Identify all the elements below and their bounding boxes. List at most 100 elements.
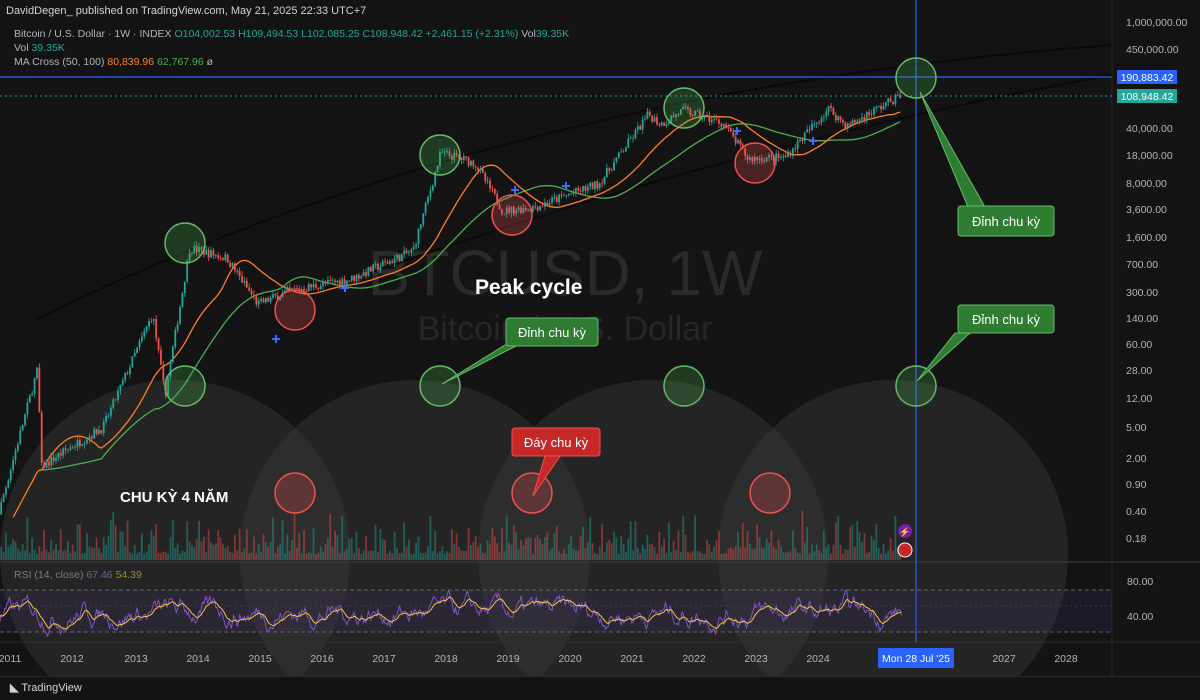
volume-bar bbox=[682, 516, 685, 560]
volume-bar bbox=[133, 544, 136, 560]
candle-body bbox=[222, 258, 224, 261]
cycle-circle-1 bbox=[0, 380, 350, 676]
volume-bar bbox=[143, 553, 146, 560]
vol-legend[interactable]: Vol 39.35K bbox=[14, 42, 65, 54]
candle-body bbox=[448, 151, 451, 156]
volume-bar bbox=[586, 542, 589, 560]
volume-bar bbox=[636, 547, 639, 560]
ma-fast-line[interactable] bbox=[12, 111, 901, 518]
tradingview-logo[interactable]: ◣ TradingView bbox=[10, 682, 82, 694]
volume-bar bbox=[310, 553, 313, 560]
volume-bar bbox=[245, 529, 248, 560]
price-tick: 1,600.00 bbox=[1126, 232, 1167, 244]
candle-body bbox=[782, 155, 785, 158]
candle-body bbox=[472, 160, 475, 167]
price-axis[interactable]: 1,000,000.00 450,000.00 40,000.00 18,000.00… bbox=[1126, 17, 1187, 545]
candle-body bbox=[892, 101, 894, 105]
candle-body bbox=[424, 202, 427, 214]
volume-bar bbox=[842, 553, 844, 560]
volume-bar bbox=[605, 542, 608, 560]
rsi-legend[interactable]: RSI (14, close) 67.46 54.39 bbox=[14, 569, 142, 581]
candle-body bbox=[896, 94, 899, 96]
price-chart[interactable]: BTCUSD, 1W Bitcoin / U.S. Dollar bbox=[0, 0, 1200, 676]
candle-body bbox=[210, 250, 212, 258]
bottom-circle[interactable] bbox=[749, 472, 791, 514]
callout-peak-2025-upper[interactable]: Đỉnh chu kỳ bbox=[919, 91, 1055, 237]
candle-body bbox=[415, 244, 417, 247]
volume-bar bbox=[45, 549, 48, 560]
peak-circle[interactable] bbox=[164, 365, 206, 407]
peak-circle[interactable] bbox=[663, 365, 705, 407]
volume-bar bbox=[341, 516, 344, 560]
volume-bar bbox=[369, 550, 372, 560]
candle-body bbox=[160, 349, 162, 365]
us-flag-icon[interactable] bbox=[897, 542, 913, 558]
peak-circle[interactable] bbox=[164, 222, 206, 264]
peak-circle[interactable] bbox=[663, 87, 705, 129]
ma-slow-value: 62,767.96 bbox=[157, 56, 204, 68]
candle-body bbox=[150, 320, 153, 322]
volume-bar bbox=[465, 550, 468, 560]
bottom-markers bbox=[274, 142, 791, 514]
bottom-circle[interactable] bbox=[274, 472, 316, 514]
price-tick: 300.00 bbox=[1126, 287, 1158, 299]
ma-slow-line[interactable] bbox=[41, 121, 901, 471]
peak-circle[interactable] bbox=[419, 365, 461, 407]
candle-body bbox=[343, 279, 346, 285]
lower-channel-line[interactable] bbox=[294, 74, 1113, 301]
peak-circle[interactable] bbox=[419, 134, 461, 176]
volume-bar bbox=[67, 540, 69, 560]
bottom-circle[interactable] bbox=[511, 472, 553, 514]
candle-body bbox=[882, 106, 885, 110]
peak-circle[interactable] bbox=[895, 57, 937, 99]
volume-bar bbox=[253, 536, 255, 560]
candle-body bbox=[329, 279, 332, 281]
volume-bar bbox=[326, 538, 329, 560]
volume-bar bbox=[725, 553, 727, 560]
candle-body bbox=[751, 157, 754, 162]
volume-bar bbox=[741, 522, 744, 560]
symbol-name[interactable]: Bitcoin / U.S. Dollar · 1W · INDEX bbox=[14, 28, 172, 40]
volume-bar bbox=[338, 553, 341, 560]
volume-bar bbox=[715, 540, 718, 560]
callout-peak-2025-lower[interactable]: Đỉnh chu kỳ bbox=[916, 304, 1055, 382]
candle-body bbox=[832, 107, 835, 115]
candle-body bbox=[341, 279, 344, 286]
candle-body bbox=[636, 126, 639, 130]
candle-body bbox=[787, 152, 789, 157]
time-axis[interactable]: 2011 2012 2013 2014 2015 2016 2017 2018 2019 2020… bbox=[0, 653, 1078, 665]
candle-body bbox=[336, 280, 339, 283]
bottom-circle[interactable] bbox=[734, 142, 776, 184]
peak-circle[interactable] bbox=[895, 365, 937, 407]
volume-bar bbox=[563, 548, 565, 560]
volume-bar bbox=[274, 553, 277, 560]
callout-bottom-2019[interactable]: Đáy chu kỳ bbox=[511, 427, 601, 497]
candle-body bbox=[734, 136, 737, 144]
volume-bar bbox=[491, 528, 494, 560]
bottom-circle[interactable] bbox=[491, 194, 533, 236]
lightning-icon[interactable] bbox=[898, 524, 912, 538]
cycle-circle-4 bbox=[718, 380, 1068, 676]
ma-legend[interactable]: MA Cross (50, 100) 80,839.96 62,767.96 ø bbox=[14, 56, 213, 68]
volume-bar bbox=[691, 551, 694, 560]
candle-body bbox=[698, 110, 701, 119]
candle-body bbox=[88, 436, 91, 440]
rsi-label: RSI (14, close) bbox=[14, 569, 84, 581]
candle-body bbox=[381, 261, 384, 267]
upper-channel-line[interactable] bbox=[34, 44, 1113, 321]
bottom-circle[interactable] bbox=[274, 289, 316, 331]
callout-peak-2017[interactable]: Đỉnh chu kỳ bbox=[441, 317, 599, 385]
rsi-tick-40: 40.00 bbox=[1127, 611, 1153, 623]
candle-body bbox=[760, 158, 763, 162]
candle-body bbox=[43, 462, 45, 468]
volume-bar bbox=[582, 526, 584, 560]
candle-body bbox=[629, 138, 632, 140]
volume-bar bbox=[74, 551, 76, 560]
candle-body bbox=[367, 267, 370, 276]
volume-bar bbox=[870, 536, 873, 560]
rsi-ma-line[interactable] bbox=[0, 596, 902, 630]
volume-bar bbox=[782, 552, 785, 560]
candle-body bbox=[470, 160, 472, 166]
volume-bar bbox=[732, 549, 735, 560]
candle-body bbox=[617, 152, 620, 158]
